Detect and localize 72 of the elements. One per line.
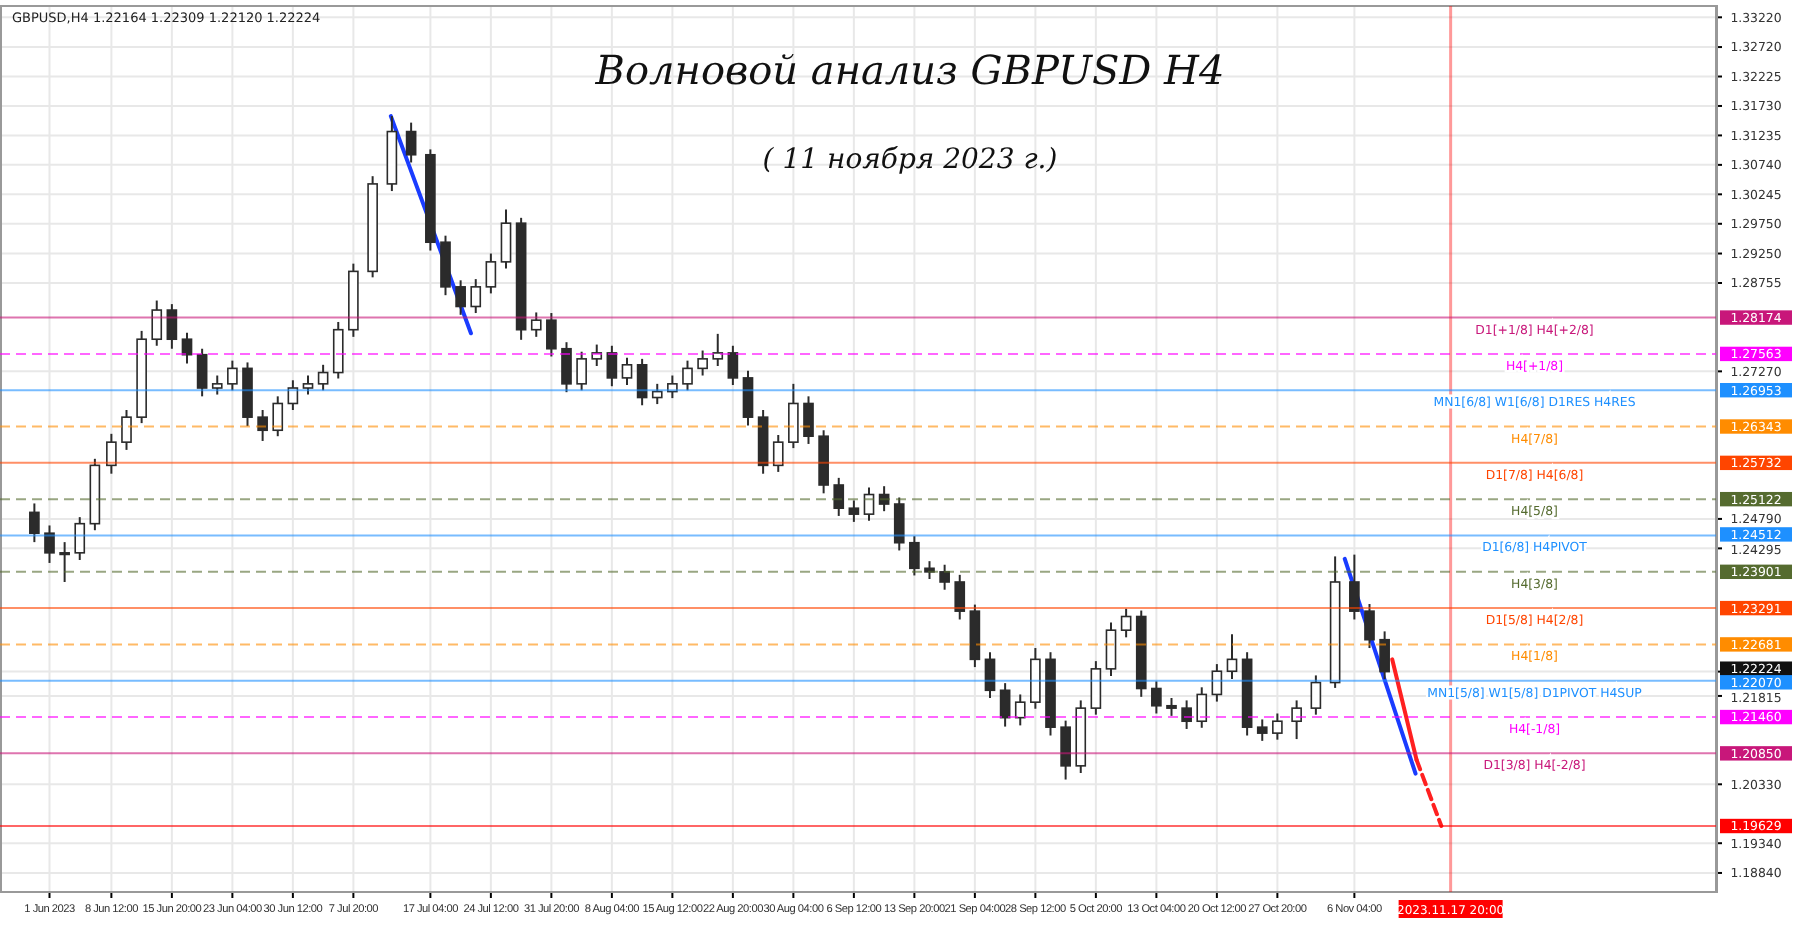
- text: ( 11 ноября 2023 г.): [762, 144, 1058, 176]
- candlestick: [848, 499, 860, 523]
- candlestick: [29, 502, 40, 544]
- candlestick: [1310, 674, 1322, 716]
- candlestick: [1120, 607, 1132, 639]
- candlestick: [667, 374, 678, 400]
- candlestick: [682, 359, 693, 392]
- candlestick: [166, 303, 178, 350]
- candlestick: [272, 395, 284, 438]
- candlestick: [470, 278, 482, 315]
- candlestick: [833, 476, 845, 517]
- candlestick: [1060, 719, 1071, 781]
- candlestick: [455, 279, 466, 316]
- candlestick: [863, 486, 875, 522]
- candlestick: [984, 651, 996, 700]
- candlestick: [1226, 633, 1238, 680]
- candlestick: [196, 347, 208, 398]
- candlestick: [788, 382, 799, 450]
- candlestick: [1379, 630, 1390, 680]
- candlestick: [440, 234, 451, 297]
- candlestick: [332, 320, 344, 380]
- candlestick: [485, 252, 497, 295]
- candlestick: [181, 331, 193, 365]
- candlestick: [1272, 712, 1283, 741]
- candlestick: [121, 409, 132, 451]
- candlestick: [1291, 699, 1302, 741]
- candlestick: [530, 311, 542, 338]
- candlestick: [1181, 699, 1192, 730]
- candlestick: [1196, 686, 1208, 729]
- candlestick: [954, 573, 966, 621]
- candlestick: [287, 379, 299, 412]
- candlestick: [803, 395, 814, 445]
- candlestick: [712, 332, 724, 367]
- text: Волновой анализ GBPUSD H4: [593, 46, 1225, 94]
- candlestick: [59, 541, 70, 583]
- candlestick: [591, 343, 603, 367]
- candlestick: [1030, 647, 1041, 710]
- candlestick: [621, 356, 633, 387]
- candlestick: [561, 341, 572, 394]
- candlestick: [576, 350, 587, 392]
- candlestick: [1256, 718, 1268, 742]
- candlestick: [302, 374, 314, 396]
- candlestick: [1151, 680, 1162, 715]
- candlestick: [1364, 603, 1375, 650]
- candlestick: [500, 208, 512, 270]
- candlestick: [939, 563, 950, 591]
- candlestick: [74, 516, 86, 561]
- candlestick: [1014, 693, 1026, 727]
- candlestick: [636, 357, 648, 407]
- candlestick: [1349, 553, 1360, 621]
- candlestick: [106, 432, 117, 475]
- candlestick: [257, 409, 268, 442]
- candlestick: [227, 359, 238, 392]
- candlestick: [211, 374, 223, 396]
- candlestick: [893, 496, 905, 552]
- candlestick: [651, 382, 663, 406]
- candlestick: [405, 121, 417, 164]
- candlestick: [772, 434, 784, 473]
- candlestick: [1105, 621, 1117, 677]
- candlestick: [44, 524, 55, 564]
- candlestick: [727, 344, 739, 387]
- candlestick: [151, 299, 163, 347]
- candlestick: [909, 535, 920, 577]
- candlestick: [999, 682, 1011, 728]
- candlestick: [742, 369, 754, 427]
- candlestick: [546, 312, 557, 358]
- candlestick: [878, 485, 890, 513]
- candlestick: [697, 349, 708, 377]
- candlestick: [1211, 663, 1223, 703]
- candlestick: [1090, 660, 1102, 716]
- candlestick: [317, 363, 329, 392]
- candlestick: [606, 344, 618, 388]
